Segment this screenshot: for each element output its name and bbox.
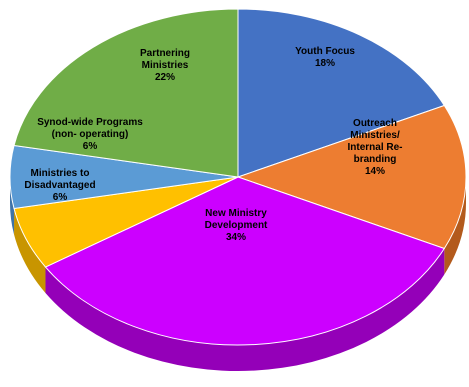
data-label-outreach-ministries-internal-re-branding: Outreach Ministries/Internal Re-branding 1… — [347, 118, 402, 177]
pie-slice-partnering-ministries — [13, 8, 239, 178]
pie-depth-layer — [10, 177, 466, 371]
pie-slice-side-synod-wide-programs-non-operating — [10, 177, 15, 235]
pie-top-layer — [9, 8, 467, 346]
data-label-youth-focus: Youth Focus 18% — [295, 46, 355, 69]
pie-slice-new-ministry-development — [44, 176, 446, 346]
pie-slice-side-ministries-to-disadvantaged — [14, 208, 46, 294]
data-label-partnering-ministries: Partnering Ministries 22% — [140, 48, 190, 83]
pie-label-layer: Youth Focus 18% Outreach Ministries/Interna… — [24, 46, 402, 243]
pie-slice-youth-focus — [237, 8, 446, 178]
data-label-ministries-to-disadvantaged: Ministries to Disadvantaged 6% — [24, 168, 95, 203]
data-label-new-ministry-development: New Ministry Development 34% — [205, 208, 268, 243]
pie-slice-side-new-ministry-development — [45, 248, 445, 371]
pie-slice-outreach-ministries-internal-re-branding — [236, 104, 467, 250]
data-label-synod-wide-programs-non-operating: Synod-wide Programs (non- operating) 6% — [37, 117, 143, 152]
pie-slice-side-outreach-ministries-internal-re-branding — [444, 177, 466, 275]
